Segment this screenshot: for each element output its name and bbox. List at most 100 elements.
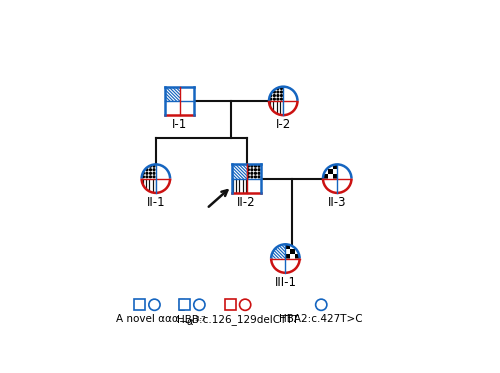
Circle shape xyxy=(258,176,260,178)
Bar xyxy=(329,289,331,291)
Bar xyxy=(328,150,332,154)
Wedge shape xyxy=(316,305,322,310)
Bar xyxy=(286,244,290,249)
Bar xyxy=(329,303,331,305)
Bar xyxy=(318,293,320,295)
Bar xyxy=(352,184,357,188)
Bar xyxy=(314,244,320,249)
Circle shape xyxy=(146,176,148,178)
Bar xyxy=(310,220,314,225)
Bar xyxy=(323,154,328,159)
Bar xyxy=(322,303,324,305)
Bar xyxy=(316,305,318,307)
Bar xyxy=(300,239,305,244)
Bar xyxy=(300,229,305,234)
Bar xyxy=(328,169,332,174)
Bar xyxy=(318,295,320,297)
Bar xyxy=(322,295,324,297)
Bar xyxy=(320,239,324,244)
Bar xyxy=(305,225,310,229)
Bar xyxy=(329,297,331,299)
Bar xyxy=(318,297,320,299)
Circle shape xyxy=(248,172,249,174)
Bar xyxy=(342,145,347,150)
Circle shape xyxy=(197,301,198,302)
Bar xyxy=(232,164,246,179)
Bar xyxy=(357,179,362,184)
Bar xyxy=(347,159,352,164)
Bar xyxy=(320,301,322,303)
Bar xyxy=(280,258,285,263)
Bar xyxy=(320,229,324,234)
Bar xyxy=(280,249,285,254)
Bar xyxy=(327,301,329,303)
Bar xyxy=(322,307,324,308)
Bar xyxy=(314,310,316,312)
Bar xyxy=(310,249,314,254)
Bar xyxy=(314,254,320,258)
Bar xyxy=(332,184,338,188)
Bar xyxy=(276,263,280,268)
Bar xyxy=(325,307,327,308)
Bar xyxy=(312,308,314,310)
Bar xyxy=(295,234,300,239)
Bar xyxy=(225,299,230,305)
Bar xyxy=(314,305,316,307)
Bar xyxy=(324,305,325,307)
Bar xyxy=(290,220,295,225)
Text: II-1: II-1 xyxy=(146,196,165,209)
Bar xyxy=(342,164,347,169)
Bar xyxy=(327,308,329,310)
Bar xyxy=(324,299,325,301)
Bar xyxy=(325,303,327,305)
Bar xyxy=(314,307,316,308)
Bar xyxy=(329,295,331,297)
Bar xyxy=(290,258,295,263)
Wedge shape xyxy=(142,164,156,179)
Ellipse shape xyxy=(323,164,352,193)
Bar xyxy=(166,87,179,101)
Bar xyxy=(314,145,318,150)
Bar xyxy=(352,145,357,150)
Bar xyxy=(134,299,145,310)
Circle shape xyxy=(153,165,155,167)
Circle shape xyxy=(277,91,279,93)
Bar xyxy=(318,169,323,174)
Bar xyxy=(314,263,320,268)
Bar xyxy=(327,307,329,308)
Circle shape xyxy=(258,172,260,174)
Circle shape xyxy=(197,309,198,310)
Circle shape xyxy=(142,172,144,174)
Bar xyxy=(305,263,310,268)
Ellipse shape xyxy=(149,299,160,310)
Bar xyxy=(134,305,140,310)
Bar xyxy=(325,293,327,295)
Circle shape xyxy=(198,309,199,310)
Bar xyxy=(318,140,323,145)
Text: I-2: I-2 xyxy=(276,118,291,131)
Bar xyxy=(320,307,322,308)
Circle shape xyxy=(280,91,282,93)
Circle shape xyxy=(248,169,249,171)
Bar xyxy=(325,310,327,312)
Bar xyxy=(314,225,320,229)
Bar xyxy=(327,299,329,301)
Bar xyxy=(316,308,318,310)
Bar xyxy=(286,254,290,258)
Bar xyxy=(338,150,342,154)
Wedge shape xyxy=(316,299,322,305)
Bar xyxy=(352,154,357,159)
Bar xyxy=(328,179,332,184)
Bar xyxy=(322,301,324,303)
Bar xyxy=(327,303,329,305)
Circle shape xyxy=(150,169,152,171)
Circle shape xyxy=(181,301,182,302)
Wedge shape xyxy=(286,244,300,258)
Bar xyxy=(332,164,338,169)
Wedge shape xyxy=(269,87,283,101)
Bar xyxy=(305,254,310,258)
Bar xyxy=(324,295,325,297)
Circle shape xyxy=(280,95,282,97)
Bar xyxy=(179,305,185,310)
Bar xyxy=(318,299,320,301)
